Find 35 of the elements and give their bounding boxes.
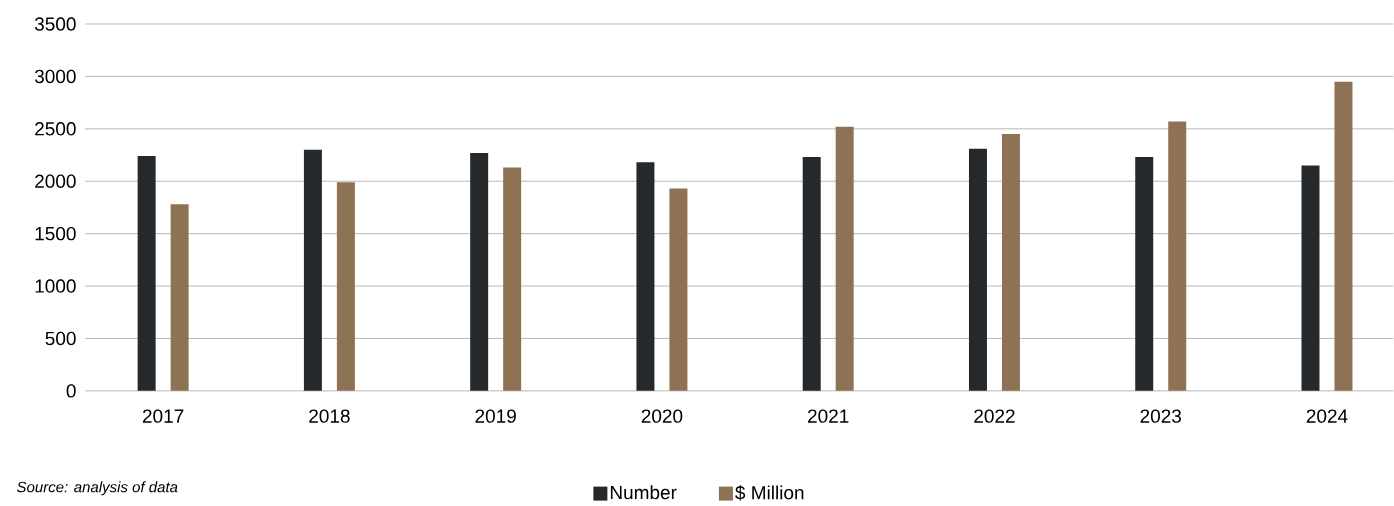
- x-tick-label: 2017: [142, 409, 184, 423]
- x-tick-label: 2018: [309, 409, 350, 423]
- y-tick-label: 2000: [35, 174, 76, 188]
- y-tick-label: 1000: [35, 279, 76, 293]
- bar: [137, 156, 156, 391]
- y-tick-label: 3000: [34, 69, 76, 84]
- x-tick-label: 2022: [974, 409, 1015, 423]
- bar: [1334, 81, 1353, 391]
- bar: [1001, 134, 1020, 391]
- bar: [303, 149, 322, 391]
- bar: [1168, 121, 1187, 391]
- x-tick-label: 2020: [641, 409, 683, 423]
- bar: [968, 148, 987, 391]
- y-tick-label: 3500: [34, 17, 76, 31]
- x-tick-label: 2023: [1140, 409, 1181, 423]
- y-tick-label: 500: [45, 331, 76, 346]
- x-tick-label: 2024: [1306, 409, 1348, 423]
- bar: [170, 204, 189, 391]
- y-tick-label: 2500: [35, 122, 76, 136]
- bar: [336, 182, 355, 391]
- legend-label: Number: [610, 485, 677, 500]
- bar: [802, 157, 821, 391]
- bar: [636, 162, 655, 391]
- bar: [669, 188, 688, 391]
- bar: [470, 152, 489, 391]
- bar: [503, 167, 522, 391]
- text: Source: analysis of data: [16, 481, 178, 496]
- x-tick-label: 2019: [475, 409, 516, 423]
- y-tick-label: 0: [66, 384, 76, 398]
- legend-label: $ Million: [735, 485, 804, 501]
- bar: [835, 126, 854, 391]
- bar: [1135, 157, 1154, 391]
- y-tick-label: 1500: [35, 226, 76, 241]
- bar: [1301, 165, 1320, 391]
- x-tick-label: 2021: [808, 409, 849, 423]
